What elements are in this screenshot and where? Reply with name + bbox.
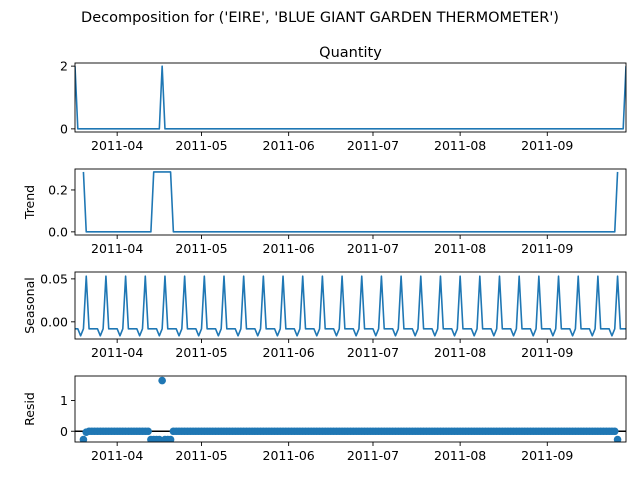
resid-point xyxy=(158,376,166,385)
x-tick-label: 2011-05 xyxy=(175,345,227,360)
plot-area xyxy=(75,65,626,130)
series-line xyxy=(75,65,626,130)
axes-frame xyxy=(74,62,627,133)
y-axis-label: Resid xyxy=(22,392,37,426)
resid-point xyxy=(610,427,619,436)
x-tick-label: 2011-09 xyxy=(521,138,573,153)
y-tick-label: 0.00 xyxy=(40,314,68,329)
x-tick-label: 2011-05 xyxy=(175,448,227,463)
x-tick-label: 2011-07 xyxy=(347,138,399,153)
x-tick-label: 2011-05 xyxy=(175,241,227,256)
panel-3: 0.00 0.05 2011-04 2011-05 2011-06 2011-07 2011… xyxy=(22,271,627,360)
y-axis-label: Seasonal xyxy=(22,277,37,334)
series-line xyxy=(75,275,626,337)
y-tick-label: 1 xyxy=(60,393,68,408)
y-tick-label: 0.2 xyxy=(48,182,68,197)
resid-point xyxy=(144,427,152,436)
series-line xyxy=(82,171,619,233)
axes-frame xyxy=(74,375,627,443)
resid-point xyxy=(166,435,175,442)
figure-title: Decomposition for ('EIRE', 'BLUE GIANT G… xyxy=(81,10,559,26)
x-tick-label: 2011-09 xyxy=(521,241,573,256)
x-tick-label: 2011-08 xyxy=(434,345,486,360)
x-tick-label: 2011-04 xyxy=(91,448,143,463)
panel-title: Quantity xyxy=(319,45,382,61)
x-tick-label: 2011-04 xyxy=(91,138,143,153)
x-tick-label: 2011-09 xyxy=(521,448,573,463)
y-tick-label: 0 xyxy=(60,424,68,439)
plot-area xyxy=(75,376,626,442)
y-tick-label: 0.05 xyxy=(40,271,68,286)
resid-point xyxy=(79,435,88,442)
plot-area xyxy=(82,171,619,233)
axes-frame xyxy=(74,168,627,236)
axes-frame xyxy=(74,271,627,340)
plot-area xyxy=(75,275,626,337)
x-tick-label: 2011-07 xyxy=(347,448,399,463)
x-tick-label: 2011-08 xyxy=(434,241,486,256)
resid-point xyxy=(155,435,164,442)
x-tick-label: 2011-06 xyxy=(263,448,315,463)
x-tick-label: 2011-09 xyxy=(521,345,573,360)
y-tick-label: 0.0 xyxy=(48,224,68,239)
y-tick-label: 2 xyxy=(60,59,68,74)
panel-1: 0 2 2011-04 2011-05 2011-06 2011-07 2011-08 201… xyxy=(60,45,627,153)
x-tick-label: 2011-04 xyxy=(91,345,143,360)
panel-2: 0.0 0.2 2011-04 2011-05 2011-06 2011-07 2011-0… xyxy=(22,168,627,256)
x-tick-label: 2011-06 xyxy=(263,138,315,153)
x-tick-label: 2011-08 xyxy=(434,448,486,463)
x-tick-label: 2011-06 xyxy=(263,241,315,256)
x-tick-label: 2011-07 xyxy=(347,241,399,256)
y-axis-label: Trend xyxy=(22,185,37,220)
x-tick-label: 2011-08 xyxy=(434,138,486,153)
x-tick-label: 2011-07 xyxy=(347,345,399,360)
x-tick-label: 2011-04 xyxy=(91,241,143,256)
resid-point xyxy=(613,435,622,442)
y-tick-label: 0 xyxy=(60,121,68,136)
panels-group: 0 2 2011-04 2011-05 2011-06 2011-07 2011-08 201… xyxy=(22,45,627,463)
x-tick-label: 2011-06 xyxy=(263,345,315,360)
panel-4: 0 1 2011-04 2011-05 2011-06 2011-07 2011-08 201… xyxy=(22,375,627,463)
x-tick-label: 2011-05 xyxy=(175,138,227,153)
